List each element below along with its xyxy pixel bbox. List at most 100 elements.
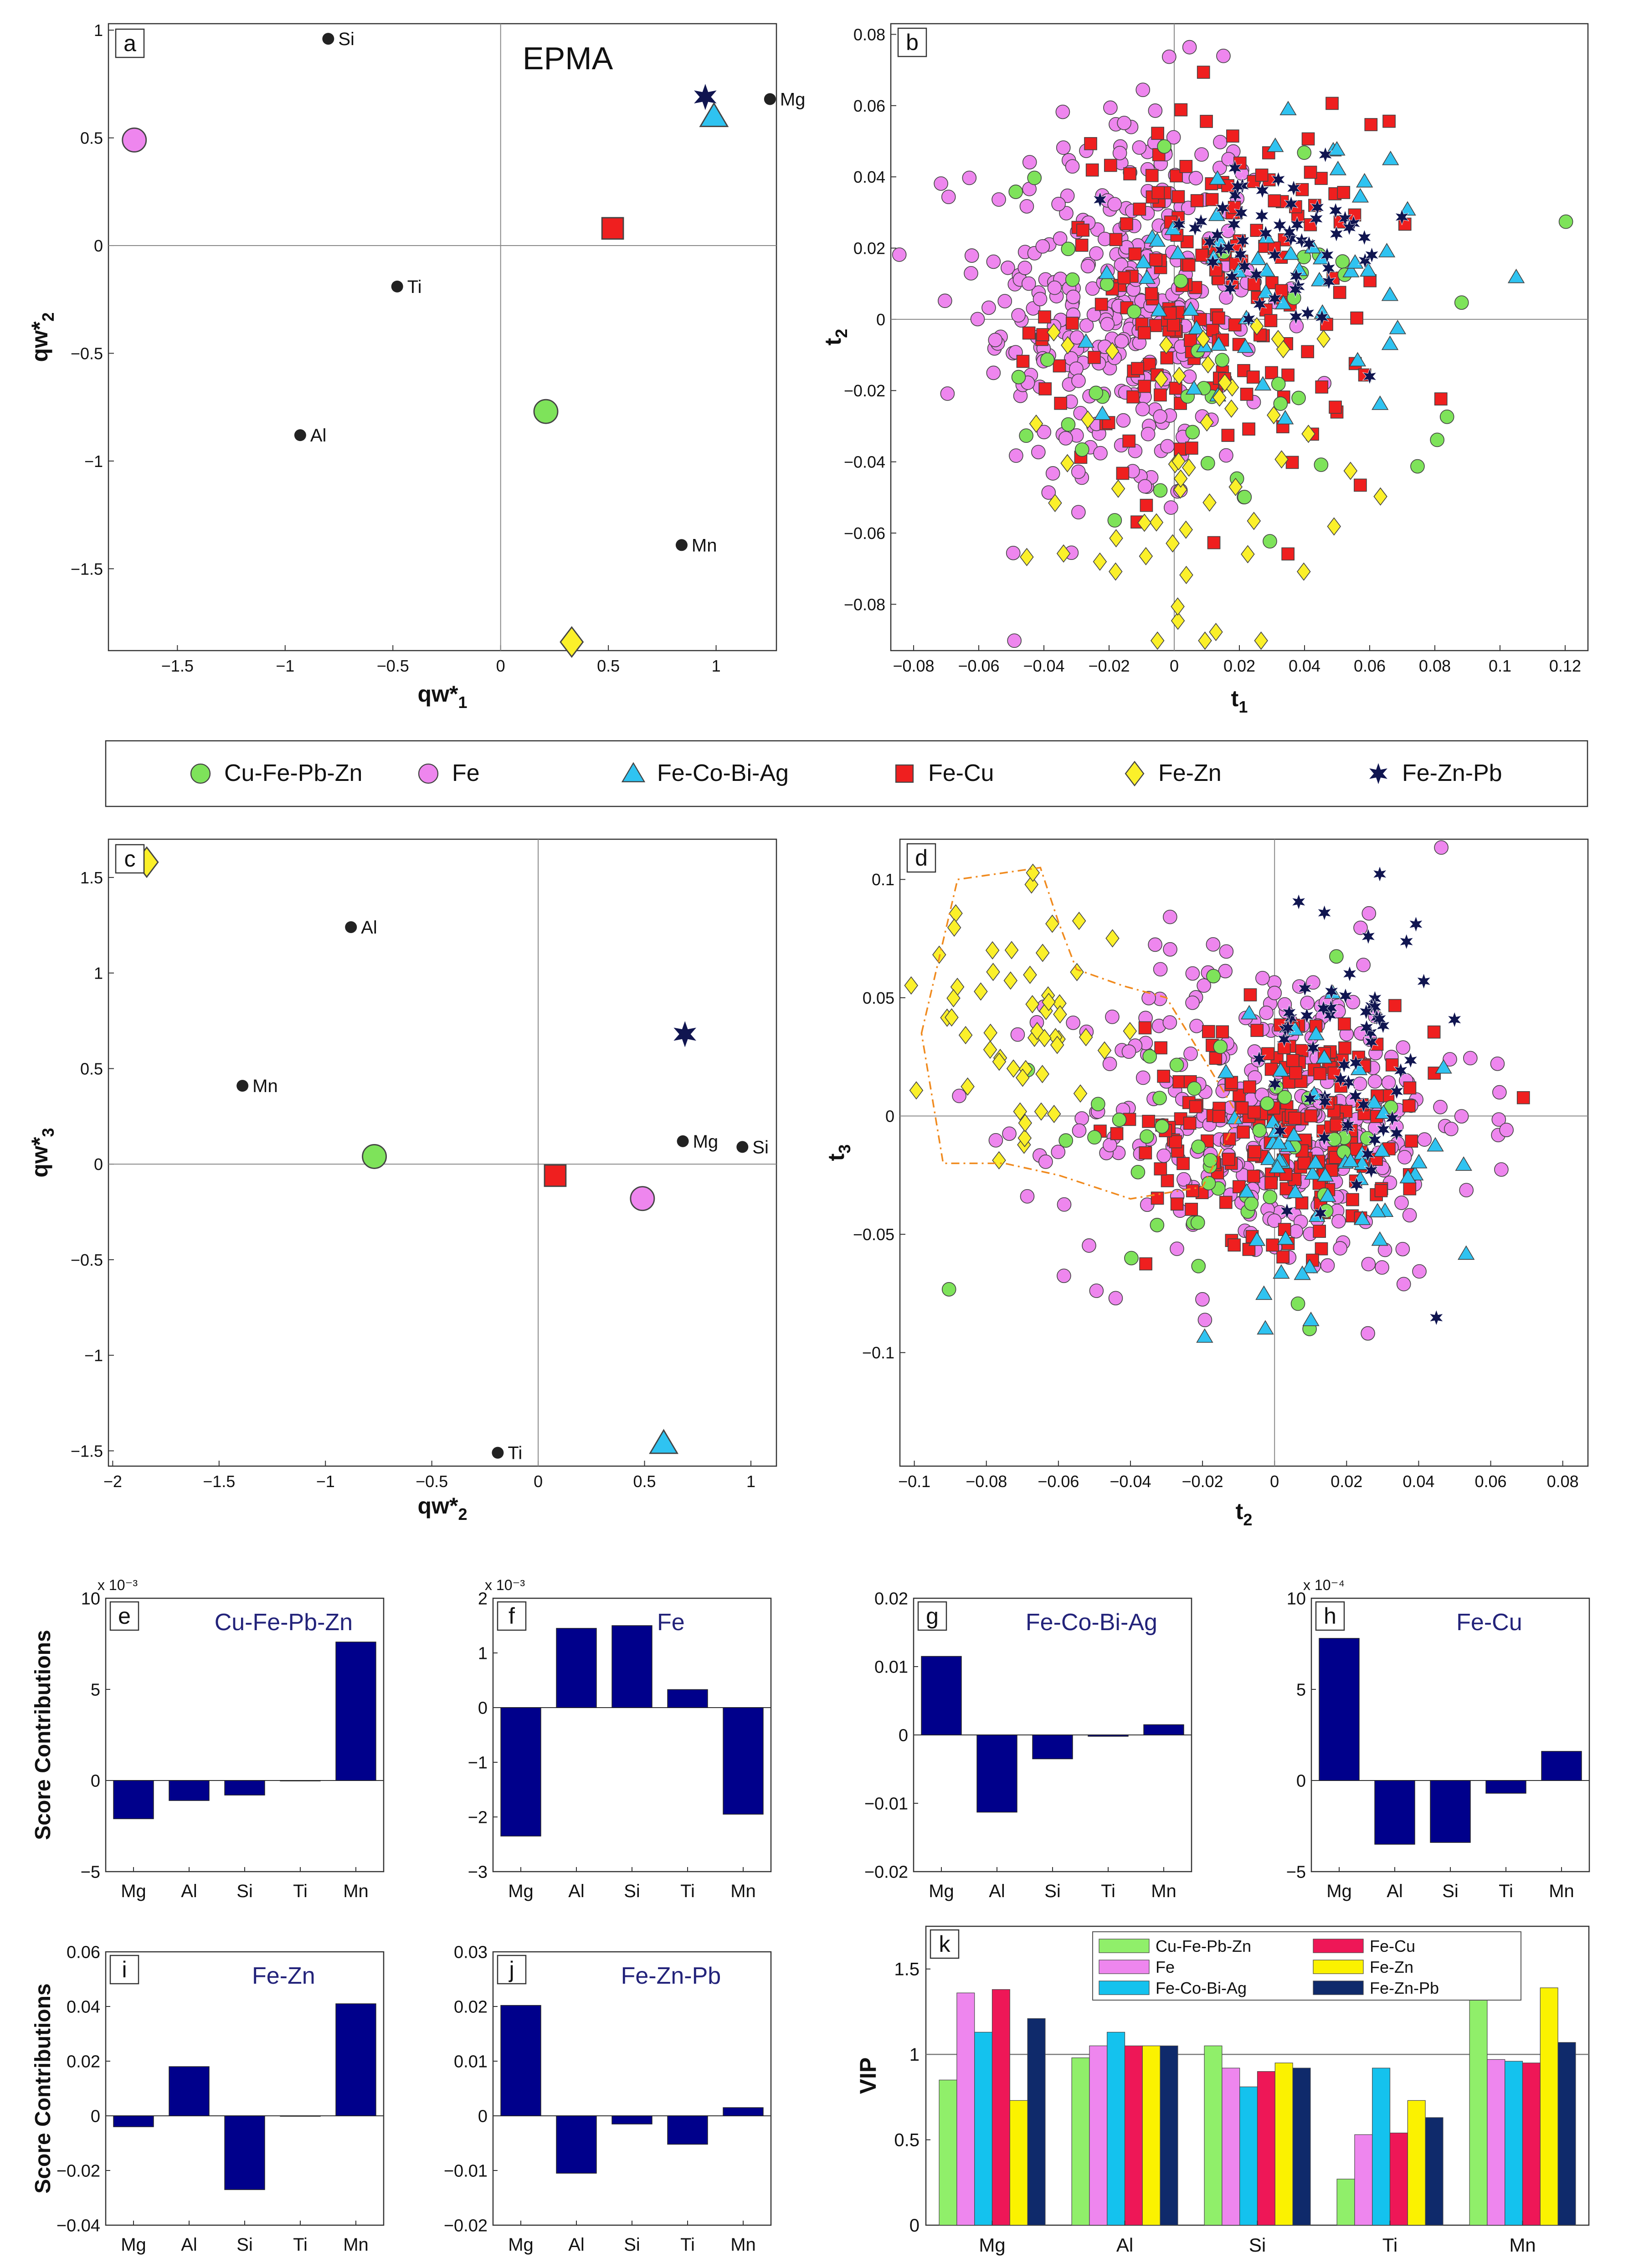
score-point-Fe-Cu xyxy=(1330,1119,1343,1132)
bar-Mn xyxy=(723,2107,764,2116)
score-point-Fe xyxy=(1289,1224,1304,1239)
x-tick-label: 0 xyxy=(496,657,505,675)
panel-label: d xyxy=(915,845,928,871)
score-point-Fe-Co-Bi-Ag xyxy=(1238,1183,1255,1198)
score-point-Fe xyxy=(1019,199,1034,214)
x-tick-label: 0 xyxy=(1270,1472,1279,1491)
score-point-Fe-Cu xyxy=(1145,287,1158,300)
score-point-Cu-Fe-Pb-Zn xyxy=(1187,1081,1202,1096)
score-point-Fe-Cu xyxy=(1076,223,1089,237)
score-point-Fe-Co-Bi-Ag xyxy=(1315,1049,1333,1064)
x-tick-label: Ti xyxy=(1499,1881,1513,1901)
score-point-Fe xyxy=(1153,409,1168,424)
x-tick-label: −0.04 xyxy=(1023,657,1064,675)
score-point-Fe-Cu xyxy=(1313,1225,1326,1238)
score-point-Fe-Cu xyxy=(1151,1191,1164,1205)
score-point-Fe-Zn xyxy=(1035,1065,1049,1083)
y-axis-title: Score Contributions xyxy=(31,1630,55,1840)
vip-legend-frame xyxy=(1092,1931,1521,2001)
score-point-Cu-Fe-Pb-Zn xyxy=(1271,376,1286,391)
score-point-Fe-Zn xyxy=(1017,1129,1032,1147)
x-tick-label: Al xyxy=(989,1881,1005,1901)
panel-h: −5 0 5 10 Mg Al Si Ti Mn x 10⁻⁴ Fe-Cu h xyxy=(1286,1577,1590,1901)
y-tick-label: −0.04 xyxy=(844,453,885,472)
score-point-Fe-Co-Bi-Ag xyxy=(1349,352,1367,367)
score-point-Fe-Co-Bi-Ag xyxy=(1285,1127,1303,1141)
score-point-Fe-Zn-Pb xyxy=(1252,296,1267,313)
score-point-Fe xyxy=(1035,239,1050,254)
score-point-Fe-Cu xyxy=(1212,311,1225,325)
score-point-Fe-Cu xyxy=(1265,366,1278,380)
score-point-Fe-Co-Bi-Ag xyxy=(1365,1094,1383,1109)
variable-point-Mn xyxy=(675,539,688,551)
panel-label: e xyxy=(118,1603,131,1629)
score-point-Fe xyxy=(1397,1150,1412,1165)
vip-bar-Fe-Cu-Ti xyxy=(1389,2132,1408,2226)
score-point-Fe-Zn xyxy=(1029,414,1043,433)
y-tick-label: −0.05 xyxy=(853,1225,894,1244)
score-point-Fe xyxy=(1188,171,1203,185)
score-point-Fe-Cu xyxy=(1172,1075,1186,1088)
score-point-Fe-Co-Bi-Ag xyxy=(1098,264,1115,279)
score-point-Fe-Co-Bi-Ag xyxy=(1435,1059,1452,1074)
score-point-Fe-Zn-Pb xyxy=(1394,208,1409,226)
variable-label: Mg xyxy=(693,1132,719,1152)
y-tick-label: 1 xyxy=(478,1644,488,1663)
score-point-Fe-Zn xyxy=(986,963,1000,981)
score-point-Fe-Zn-Pb xyxy=(1271,171,1286,188)
score-point-Fe-Cu xyxy=(1333,286,1346,299)
bar-Al xyxy=(556,2115,597,2174)
y-tick-label: 0.5 xyxy=(80,129,103,148)
vip-bar-Fe-Mn xyxy=(1487,2059,1505,2226)
score-point-Cu-Fe-Pb-Zn xyxy=(1008,185,1023,199)
y-tick-label: 1 xyxy=(94,21,103,40)
score-point-Fe-Cu xyxy=(1243,1080,1256,1094)
score-point-Fe-Cu xyxy=(1036,328,1049,341)
score-point-Cu-Fe-Pb-Zn xyxy=(1190,1215,1205,1230)
vip-bar-Fe-Cu-Mn xyxy=(1522,2063,1541,2226)
score-point-Fe-Zn xyxy=(1056,544,1071,563)
score-point-Fe xyxy=(1001,260,1015,275)
bar-chart-title: Cu-Fe-Pb-Zn xyxy=(215,1609,353,1636)
score-point-Fe-Cu xyxy=(1222,1153,1235,1166)
score-point-Fe-Zn-Pb xyxy=(1393,1062,1408,1079)
score-point-Fe-Zn-Pb xyxy=(1399,933,1414,950)
score-point-Fe-Cu xyxy=(1350,311,1363,325)
bar-Al xyxy=(169,1780,210,1801)
panel-label: g xyxy=(926,1603,939,1629)
score-point-Cu-Fe-Pb-Zn xyxy=(1185,425,1200,440)
x-tick-label: 0.04 xyxy=(1403,1472,1434,1491)
bar-Mg xyxy=(1319,1638,1360,1781)
score-point-Fe-Co-Bi-Ag xyxy=(1240,1005,1258,1020)
score-point-Fe-Cu xyxy=(1202,1025,1215,1038)
score-point-Fe-Cu xyxy=(1085,163,1099,177)
score-point-Fe-Co-Bi-Ag xyxy=(1270,1134,1288,1149)
score-point-Fe xyxy=(1459,1183,1474,1198)
score-point-Fe-Cu xyxy=(1221,429,1235,442)
score-point-Cu-Fe-Pb-Zn xyxy=(1157,139,1172,154)
score-point-Fe-Zn xyxy=(1024,875,1039,894)
score-point-Fe xyxy=(1038,1154,1053,1169)
x-tick-label: Al xyxy=(181,1881,197,1901)
score-point-Fe-Zn xyxy=(1006,1059,1021,1078)
legend-marker-Fe xyxy=(418,763,439,784)
variable-label: Al xyxy=(361,918,377,938)
panel-label: c xyxy=(124,846,136,872)
legend-marker-Fe-Zn xyxy=(1125,760,1145,787)
score-point-Fe-Cu xyxy=(1179,160,1193,173)
legend-marker-Fe-Cu xyxy=(895,764,914,783)
score-point-Fe-Zn xyxy=(961,1077,975,1096)
score-point-Fe-Cu xyxy=(1174,442,1187,456)
score-point-Fe xyxy=(986,254,1001,269)
score-point-Fe-Zn-Pb xyxy=(1367,1131,1382,1149)
score-point-Fe xyxy=(1162,1015,1177,1030)
score-point-Fe-Zn xyxy=(1196,330,1210,349)
legend-item-Fe-Co-Bi-Ag: Fe-Co-Bi-Ag xyxy=(621,760,789,786)
score-point-Fe xyxy=(962,170,977,185)
variable-label: Si xyxy=(338,29,354,49)
score-point-Fe-Cu xyxy=(1186,1184,1199,1197)
vip-bar-Fe-Si xyxy=(1222,2068,1240,2226)
score-point-Fe-Co-Bi-Ag xyxy=(1258,262,1275,277)
score-point-Fe-Zn xyxy=(1166,534,1180,553)
score-point-Fe-Co-Bi-Ag xyxy=(1399,1169,1417,1184)
